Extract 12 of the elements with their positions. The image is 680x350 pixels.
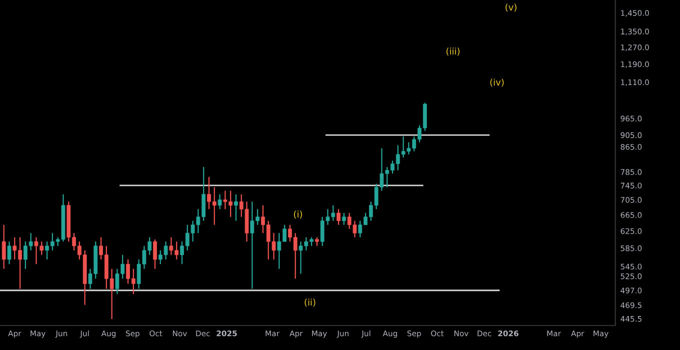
candlestick: [218, 194, 222, 210]
annotation: (iii): [446, 48, 460, 56]
annotation: (v): [506, 4, 516, 12]
annotation: (i): [294, 210, 302, 219]
candlestick: [234, 194, 238, 222]
annotation: (iv): [490, 78, 504, 87]
candlestick: [153, 238, 157, 270]
annotation: (ii): [304, 298, 316, 307]
candlestick: [2, 224, 6, 270]
candlestick: [336, 208, 340, 226]
candlestick: [342, 212, 346, 226]
candlestick: [7, 241, 12, 265]
